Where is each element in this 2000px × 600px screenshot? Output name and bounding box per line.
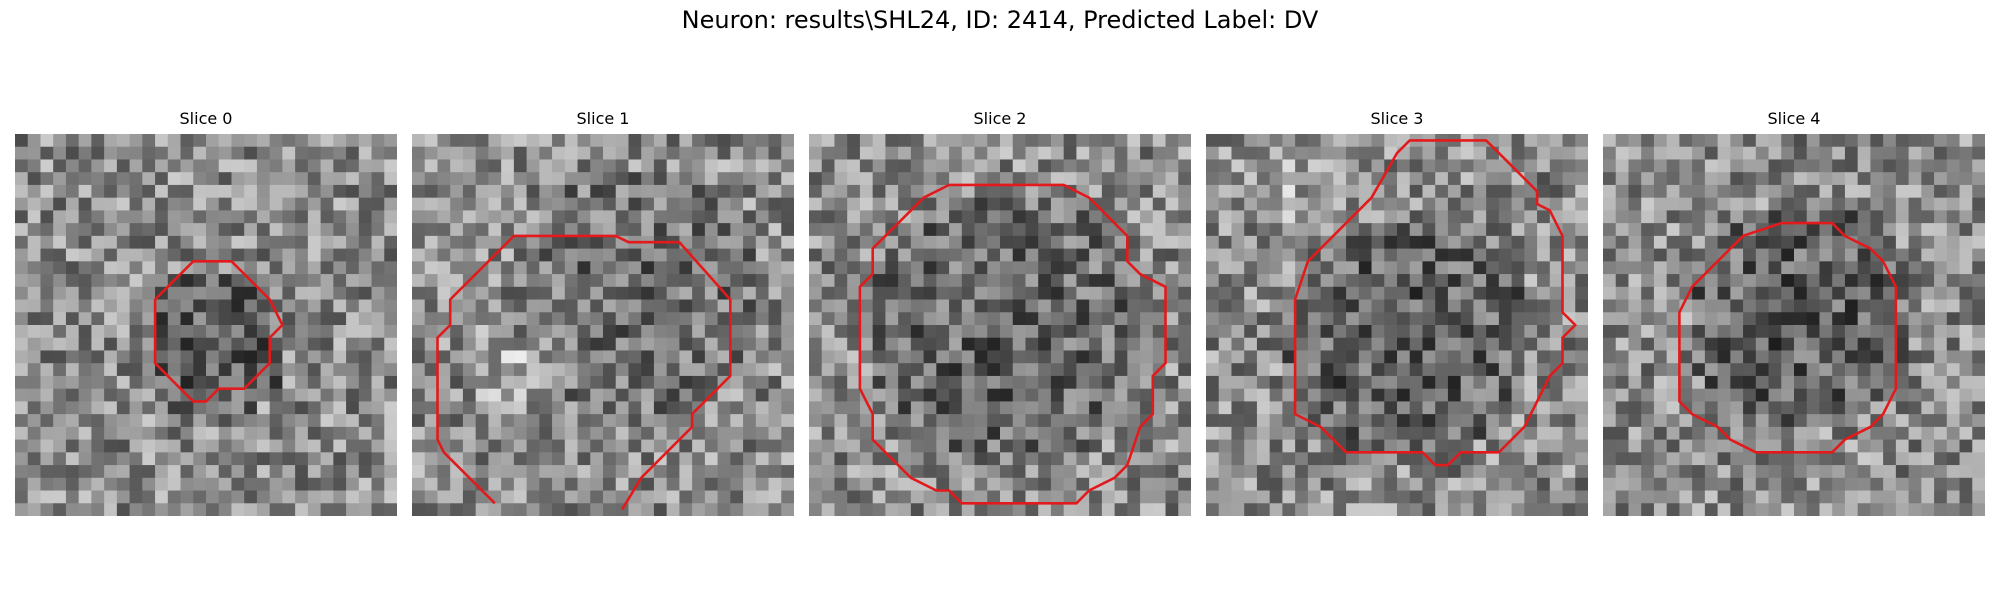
- slice-panel-2: Slice 2: [809, 108, 1191, 516]
- slice-image: [1206, 134, 1588, 516]
- slice-panel-3: Slice 3: [1206, 108, 1588, 516]
- figure-title: Neuron: results\SHL24, ID: 2414, Predict…: [681, 6, 1319, 34]
- roi-contour: [436, 234, 732, 511]
- slice-title: Slice 1: [576, 109, 630, 128]
- pixel-grid: [809, 134, 1191, 516]
- slice-image: [15, 134, 397, 516]
- slice-image: [1603, 134, 1985, 516]
- slice-title: Slice 2: [973, 109, 1027, 128]
- slice-title: Slice 4: [1767, 109, 1821, 128]
- slice-panel-1: Slice 1: [412, 108, 794, 516]
- slice-image: [412, 134, 794, 516]
- roi-contour: [858, 183, 1167, 505]
- slice-title: Slice 0: [179, 109, 233, 128]
- slice-panel-4: Slice 4: [1603, 108, 1985, 516]
- slice-image: [809, 134, 1191, 516]
- pixel-grid: [412, 134, 794, 516]
- slice-panel-0: Slice 0: [15, 108, 397, 516]
- pixel-grid: [15, 134, 397, 516]
- pixel-grid: [1603, 134, 1985, 516]
- pixel-grid: [1206, 134, 1588, 516]
- roi-contour: [1293, 139, 1577, 467]
- roi-contour: [153, 260, 284, 403]
- slice-title: Slice 3: [1370, 109, 1424, 128]
- roi-contour: [1678, 221, 1898, 454]
